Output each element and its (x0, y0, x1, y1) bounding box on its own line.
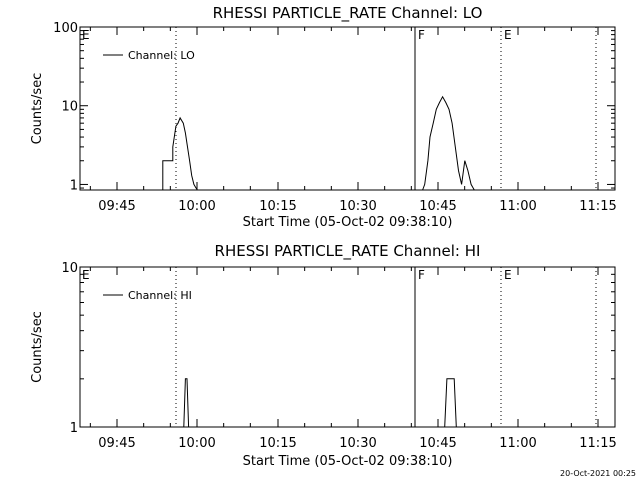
x-tick-label: 10:45 (419, 436, 456, 451)
legend-label: Channel: HI (128, 289, 192, 302)
y-tick-label: 1 (70, 421, 78, 436)
x-tick-label: 11:00 (499, 199, 536, 214)
x-tick-label: 10:00 (178, 199, 215, 214)
series-line (422, 95, 475, 191)
series-line (444, 378, 459, 428)
plot-frame (79, 26, 616, 191)
y-tick-label: 10 (61, 100, 78, 115)
y-tick-label: 10 (61, 261, 78, 276)
x-tick-label: 09:45 (98, 436, 135, 451)
x-tick-label: 11:15 (579, 199, 616, 214)
x-tick-label: 11:00 (499, 436, 536, 451)
x-tick-label: 10:15 (259, 436, 296, 451)
x-tick-label: 10:30 (339, 199, 376, 214)
series-line (162, 116, 198, 191)
x-tick-label: 10:45 (419, 199, 456, 214)
footer-timestamp: 20-Oct-2021 00:25 (560, 469, 636, 478)
series-line (183, 378, 191, 428)
legend-label: Channel: LO (128, 49, 195, 62)
x-axis-label: Start Time (05-Oct-02 09:38:10) (243, 215, 453, 230)
chart-title: RHESSI PARTICLE_RATE Channel: LO (213, 4, 483, 23)
marker-label: F (418, 268, 425, 282)
y-axis-label: Counts/sec (30, 311, 45, 383)
marker-label: E (504, 28, 512, 42)
x-tick-label: 11:15 (579, 436, 616, 451)
x-tick-label: 10:15 (259, 199, 296, 214)
x-tick-label: 09:45 (98, 199, 135, 214)
marker-label: E (82, 268, 90, 282)
x-axis-label: Start Time (05-Oct-02 09:38:10) (243, 454, 453, 469)
marker-label: E (504, 268, 512, 282)
y-tick-label: 1 (70, 178, 78, 193)
x-tick-label: 10:30 (339, 436, 376, 451)
chart-title: RHESSI PARTICLE_RATE Channel: HI (215, 242, 481, 261)
y-axis-label: Counts/sec (30, 73, 45, 145)
marker-label: F (418, 28, 425, 42)
marker-label: E (82, 28, 90, 42)
y-tick-label: 100 (53, 21, 78, 36)
x-tick-label: 10:00 (178, 436, 215, 451)
plot-frame (79, 266, 616, 428)
